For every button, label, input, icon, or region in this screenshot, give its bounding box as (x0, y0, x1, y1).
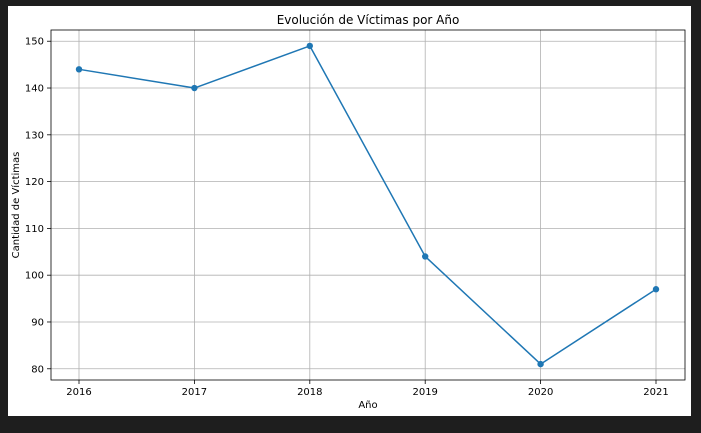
data-point (652, 286, 660, 293)
y-tick-label: 130 (25, 130, 44, 141)
x-tick-label: 2019 (412, 387, 437, 398)
y-tick-label: 140 (25, 84, 44, 95)
y-tick-label: 120 (25, 177, 44, 188)
x-tick-label: 2021 (643, 387, 668, 398)
plot-area (51, 30, 685, 380)
y-axis-label: Cantidad de Víctimas (10, 152, 22, 259)
plot-frame (50, 29, 686, 381)
x-tick-label: 2017 (182, 387, 207, 398)
data-point (422, 253, 429, 260)
x-tick-label: 2016 (66, 387, 91, 398)
chart-title: Evolución de Víctimas por Año (277, 13, 460, 27)
data-point (75, 66, 83, 73)
data-point (306, 42, 313, 50)
data-point (191, 84, 198, 92)
x-axis: 2016 2017 2018 2019 2020 2021 (66, 380, 669, 398)
grid-layer (51, 30, 685, 380)
x-tick-label: 2020 (528, 387, 553, 398)
y-tick-label: 110 (25, 224, 44, 235)
series-layer (75, 42, 660, 368)
y-axis: 80 90 100 110 120 130 140 150 (25, 37, 51, 375)
y-tick-label: 100 (25, 271, 44, 282)
data-point (537, 360, 544, 368)
x-axis-label: Año (358, 400, 377, 411)
y-tick-label: 90 (31, 317, 44, 328)
x-tick-label: 2018 (297, 387, 322, 398)
y-tick-label: 80 (31, 364, 44, 375)
series-line (78, 45, 657, 365)
y-tick-label: 150 (25, 37, 44, 48)
